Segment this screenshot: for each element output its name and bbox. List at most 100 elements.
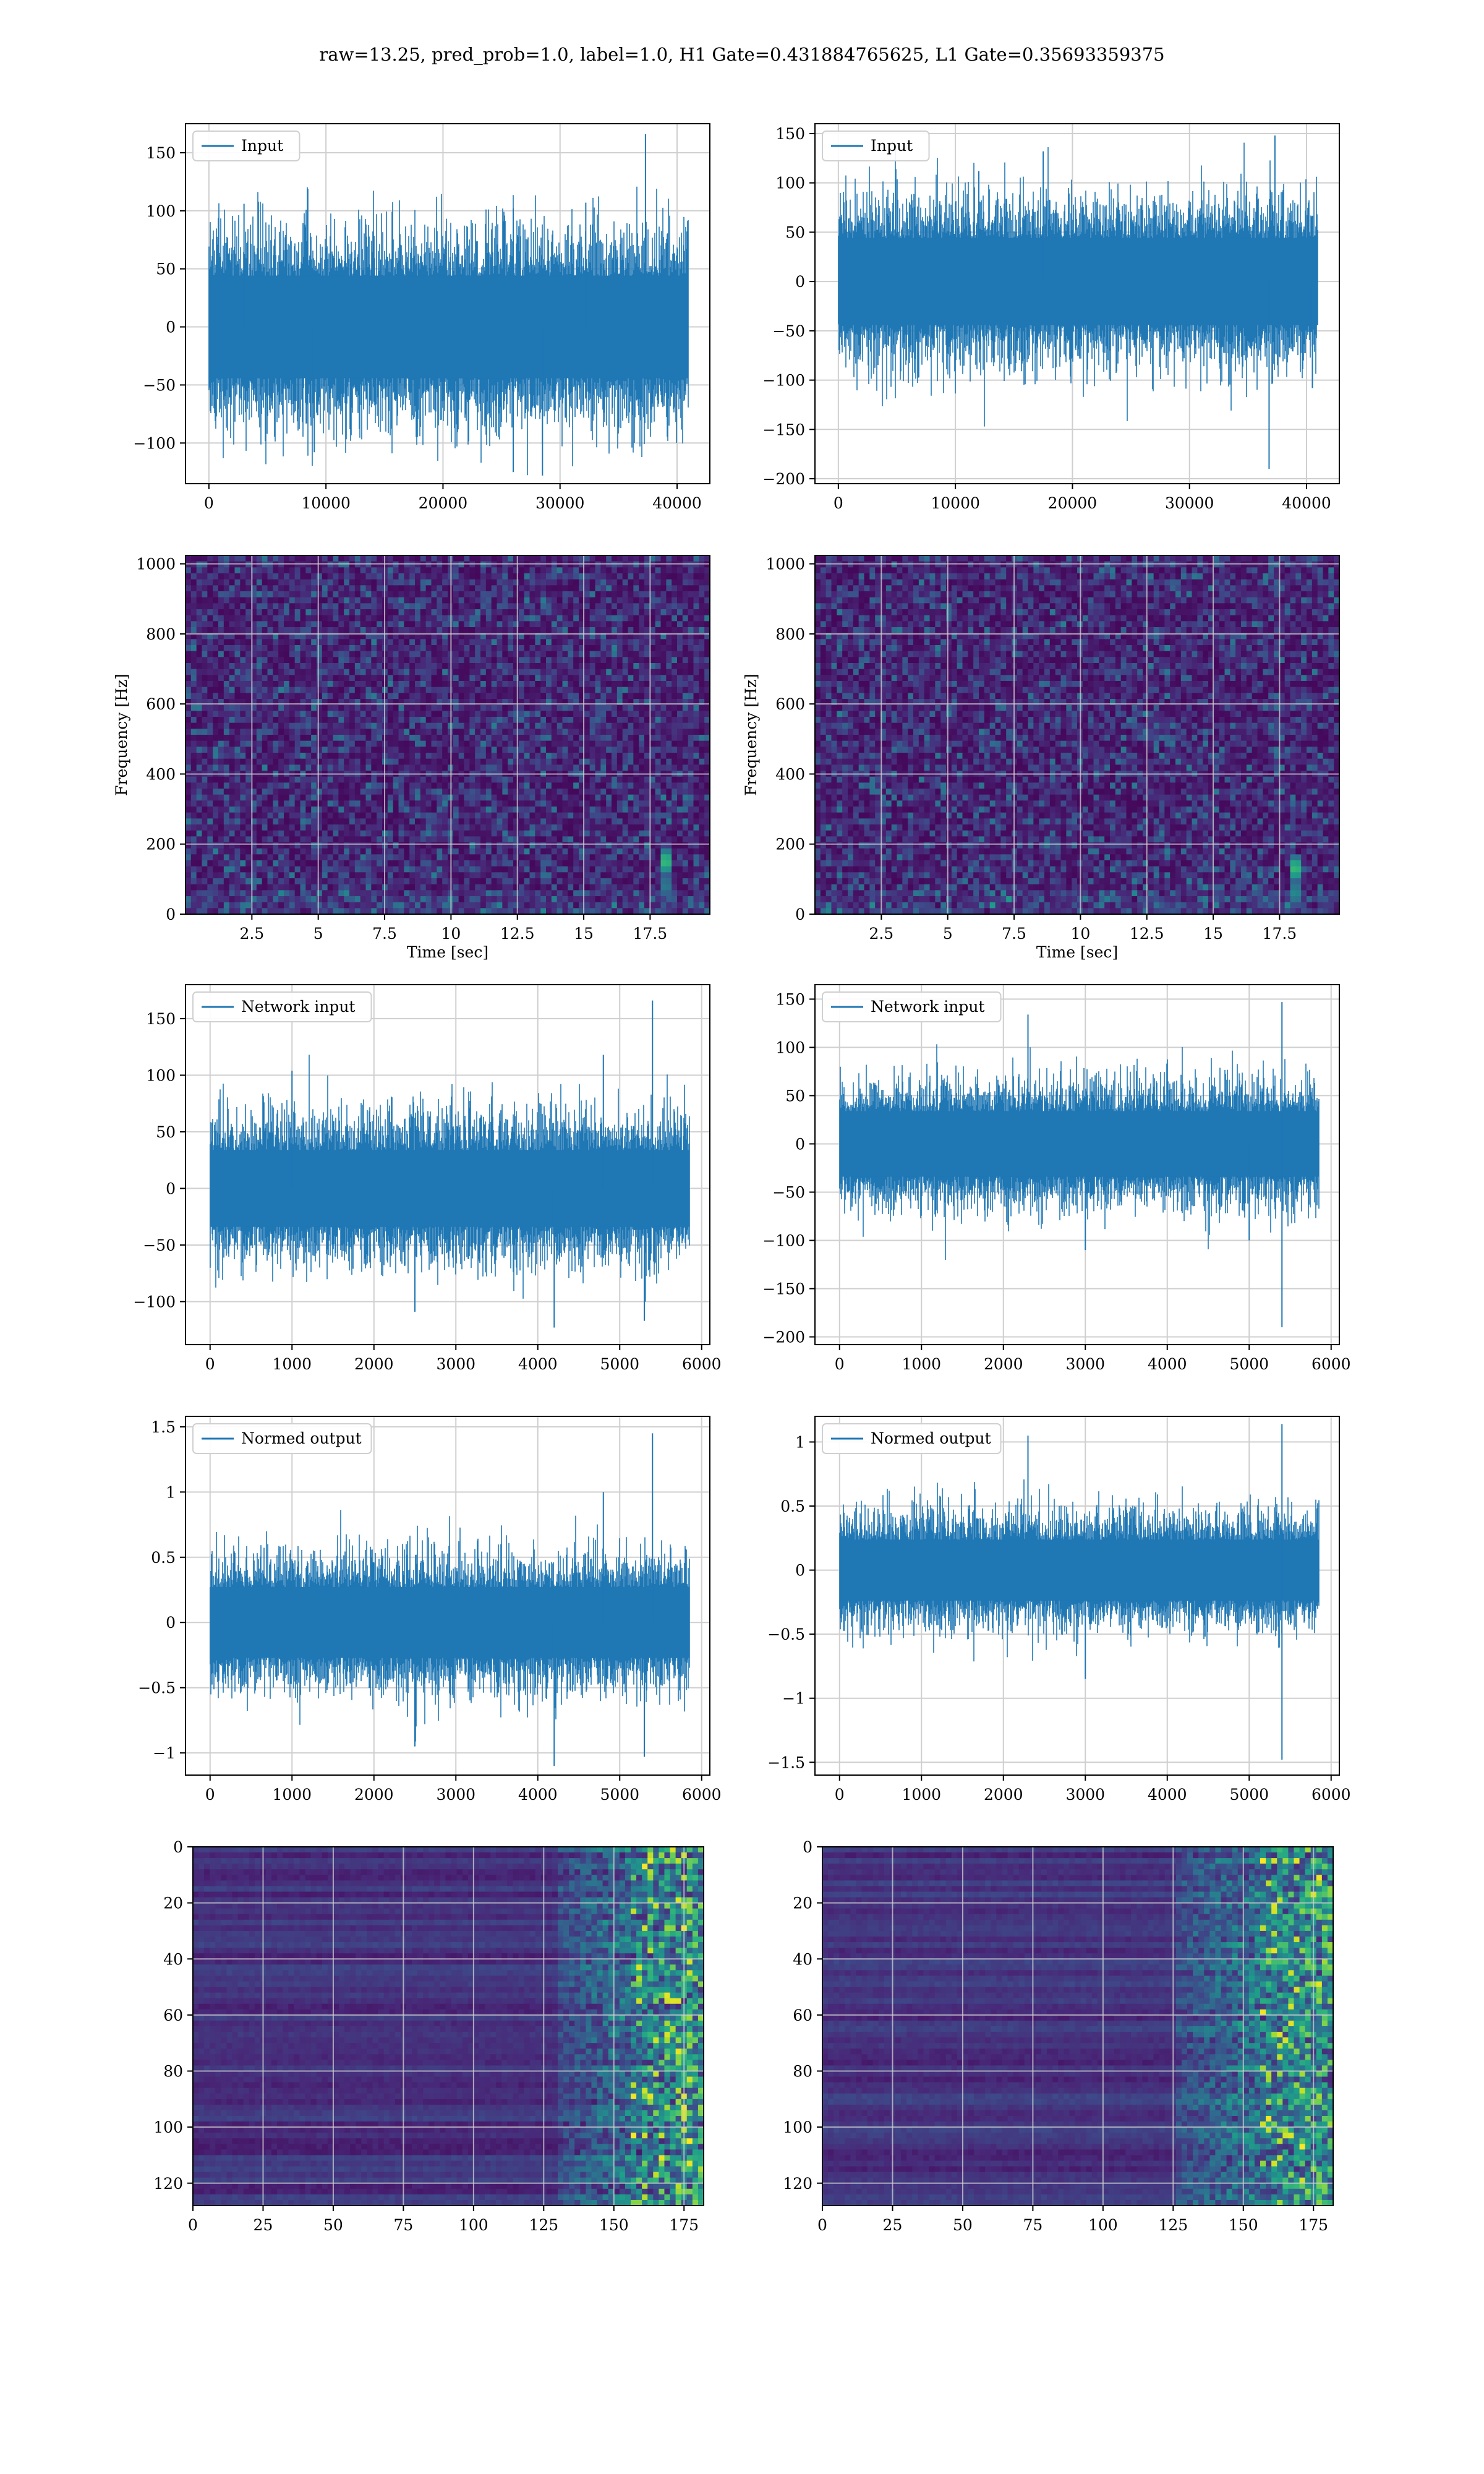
spectrogram-cell	[661, 573, 667, 580]
spectrogram-cell	[661, 854, 667, 860]
spectrogram-cell	[420, 567, 426, 573]
spectrogram-cell	[688, 753, 694, 759]
spectrogram-cell	[426, 831, 432, 837]
spectrogram-cell	[338, 747, 344, 753]
spectrogram-cell	[557, 759, 563, 765]
spectrogram-cell	[224, 782, 229, 789]
spectrogram-cell	[486, 831, 492, 837]
spectrogram-cell	[355, 764, 360, 771]
spectrogram-cell	[273, 735, 278, 741]
spectrogram-cell	[617, 782, 623, 789]
spectrogram-cell	[513, 753, 519, 759]
spectrogram-cell	[612, 657, 617, 663]
spectrogram-cell	[317, 777, 322, 783]
spectrogram-cell	[573, 782, 579, 789]
spectrogram-cell	[486, 836, 492, 842]
spectrogram-cell	[595, 573, 601, 580]
spectrogram-cell	[197, 717, 202, 723]
spectrogram-cell	[229, 657, 235, 663]
spectrogram-cell	[295, 747, 301, 753]
spectrogram-cell	[519, 735, 524, 741]
spectrogram-cell	[612, 669, 617, 675]
spectrogram-cell	[508, 818, 513, 824]
spectrogram-cell	[311, 759, 317, 765]
spectrogram-cell	[311, 723, 317, 729]
spectrogram-cell	[273, 777, 278, 783]
spectrogram-cell	[224, 759, 229, 765]
spectrogram-cell	[257, 645, 262, 651]
spectrogram-cell	[508, 580, 513, 586]
spectrogram-cell	[688, 813, 694, 819]
spectrogram-cell	[278, 651, 284, 657]
spectrogram-cell	[459, 818, 464, 824]
spectrogram-cell	[459, 639, 464, 645]
spectrogram-cell	[415, 609, 420, 615]
spectrogram-cell	[557, 580, 563, 586]
spectrogram-cell	[197, 609, 202, 615]
spectrogram-cell	[229, 609, 235, 615]
spectrogram-cell	[311, 782, 317, 789]
spectrogram-cell	[633, 621, 639, 627]
spectrogram-cell	[606, 849, 612, 855]
spectrogram-cell	[612, 789, 617, 795]
spectrogram-cell	[513, 591, 519, 597]
spectrogram-cell	[557, 800, 563, 807]
spectrogram-cell	[245, 562, 251, 568]
spectrogram-cell	[218, 764, 224, 771]
spectrogram-cell	[437, 836, 442, 842]
spectrogram-cell	[492, 836, 497, 842]
spectrogram-cell	[666, 675, 672, 681]
spectrogram-cell	[301, 807, 306, 813]
spectrogram-cell	[633, 795, 639, 801]
spectrogram-cell	[563, 669, 568, 675]
chart-spec-h1: 2.5 5 7.5 10 12.5 15 17.502004006008001000Time…	[113, 555, 710, 961]
spectrogram-cell	[437, 777, 442, 783]
spectrogram-cell	[530, 807, 535, 813]
spectrogram-cell	[628, 597, 634, 604]
spectrogram-cell	[191, 573, 197, 580]
spectrogram-cell	[197, 597, 202, 604]
spectrogram-cell	[322, 687, 328, 693]
spectrogram-cell	[377, 824, 382, 831]
spectrogram-cell	[191, 621, 197, 627]
spectrogram-cell	[366, 663, 372, 669]
spectrogram-cell	[317, 741, 322, 747]
spectrogram-cell	[677, 741, 683, 747]
spectrogram-cell	[338, 795, 344, 801]
spectrogram-cell	[437, 615, 442, 622]
spectrogram-cell	[295, 854, 301, 860]
spectrogram-cell	[655, 831, 661, 837]
spectrogram-cell	[606, 729, 612, 735]
spectrogram-cell	[360, 603, 366, 609]
spectrogram-cell	[524, 627, 530, 633]
spectrogram-cell	[584, 818, 590, 824]
spectrogram-cell	[606, 747, 612, 753]
spectrogram-cell	[278, 836, 284, 842]
spectrogram-cell	[552, 849, 557, 855]
spectrogram-cell	[672, 687, 677, 693]
spectrogram-cell	[502, 729, 508, 735]
spectrogram-cell	[612, 675, 617, 681]
spectrogram-cell	[464, 615, 470, 622]
spectrogram-cell	[289, 651, 295, 657]
spectrogram-cell	[322, 657, 328, 663]
spectrogram-cell	[469, 651, 475, 657]
spectrogram-cell	[305, 782, 311, 789]
spectrogram-cell	[480, 795, 486, 801]
spectrogram-cell	[595, 580, 601, 586]
spectrogram-cell	[432, 603, 437, 609]
spectrogram-cell	[371, 567, 377, 573]
spectrogram-cell	[540, 627, 546, 633]
spectrogram-cell	[338, 759, 344, 765]
spectrogram-cell	[486, 675, 492, 681]
spectrogram-cell	[633, 693, 639, 699]
spectrogram-cell	[683, 627, 688, 633]
spectrogram-cell	[508, 687, 513, 693]
spectrogram-cell	[633, 597, 639, 604]
spectrogram-cell	[475, 795, 480, 801]
spectrogram-cell	[186, 639, 191, 645]
spectrogram-cell	[546, 580, 552, 586]
spectrogram-cell	[502, 585, 508, 591]
spectrogram-cell	[213, 717, 218, 723]
spectrogram-cell	[393, 849, 399, 855]
